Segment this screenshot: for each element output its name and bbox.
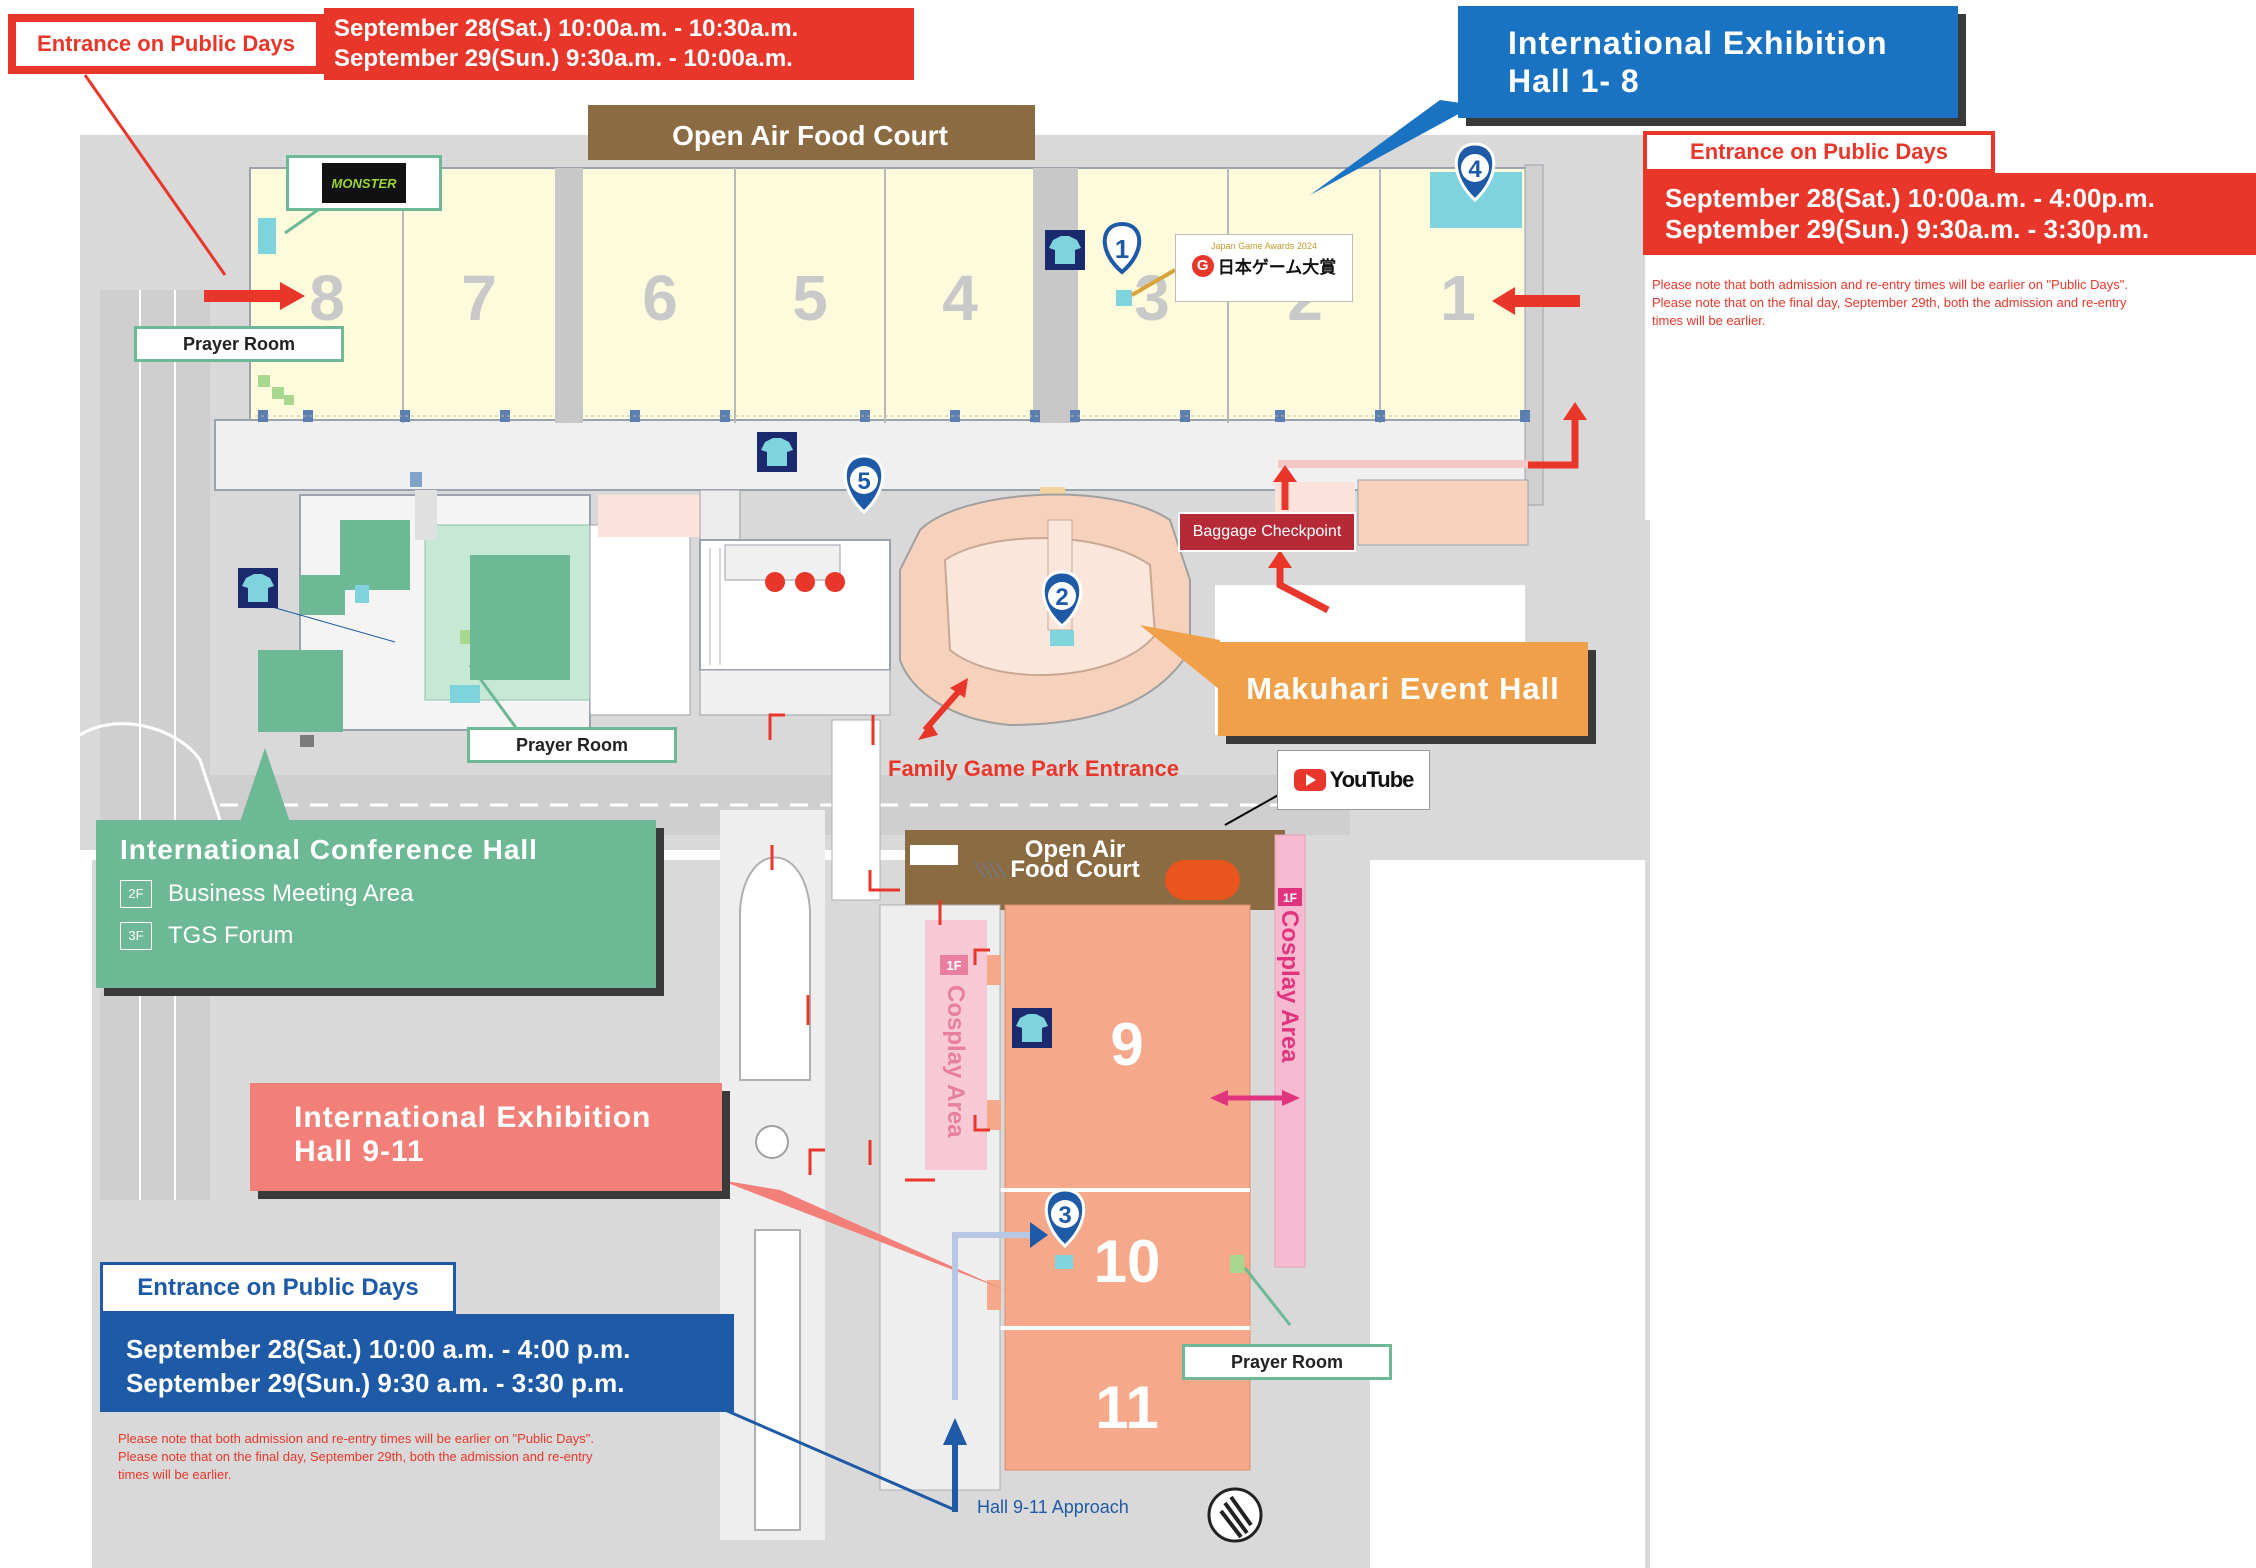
- hall-8-number: 8: [309, 262, 345, 334]
- hall-3-number: 3: [1134, 262, 1170, 334]
- prayer-room-label-conference: Prayer Room: [467, 727, 677, 763]
- right-entrance-note: Please note that both admission and re-e…: [1652, 276, 2256, 330]
- hall-1-number: 1: [1440, 262, 1476, 334]
- monster-logo-text: MONSTER: [331, 175, 397, 191]
- pin-3-number: 3: [1058, 1202, 1071, 1229]
- hall-7-number: 7: [461, 262, 497, 334]
- pin-3[interactable]: 3: [1044, 1188, 1086, 1249]
- conference-title: International Conference Hall: [120, 834, 538, 865]
- hall-numbers: 8 7 6 5 4 3 2 1: [309, 262, 1476, 334]
- pin-1[interactable]: 1: [1102, 192, 1144, 275]
- right-entrance-line-2: September 29(Sun.) 9:30a.m. - 3:30p.m.: [1665, 214, 2150, 244]
- food-court-top-label: Open Air Food Court: [672, 120, 948, 151]
- prayer-room-label-hall-10: Prayer Room: [1182, 1344, 1392, 1380]
- conference-pointer: [240, 748, 290, 822]
- youtube-label: YouTube: [1277, 750, 1430, 810]
- jga-small-text: Japan Game Awards 2024: [1211, 241, 1317, 251]
- shirt-icon: [1012, 1008, 1052, 1048]
- compass-icon: [1207, 1487, 1263, 1543]
- right-entrance-note-1: Please note that both admission and re-e…: [1652, 277, 2129, 292]
- right-entrance-note-3: times will be earlier.: [1652, 313, 1766, 328]
- right-entrance-times: September 28(Sat.) 10:00a.m. - 4:00p.m. …: [1643, 173, 2256, 255]
- hall-9-11-label: International Exhibition Hall 9-11: [250, 1083, 722, 1191]
- bottom-left-entrance-line-1: September 28(Sat.) 10:00 a.m. - 4:00 p.m…: [126, 1334, 631, 1364]
- pin-2-number: 2: [1055, 584, 1068, 611]
- bottom-left-entrance-title: Entrance on Public Days: [100, 1262, 456, 1314]
- approach-pointer: [724, 1408, 956, 1512]
- hall-9-11-label-line-1: International Exhibition: [294, 1101, 652, 1134]
- hall-9-11-building: [720, 719, 1306, 1540]
- hall-6-number: 6: [642, 262, 678, 334]
- cosplay-label-right: Cosplay Area: [1276, 910, 1303, 1063]
- top-left-entrance-times: September 28(Sat.) 10:00a.m. - 10:30a.m.…: [324, 8, 914, 80]
- food-court-bottom-label-1: Open Air: [1025, 836, 1125, 863]
- pin-2[interactable]: 2: [1041, 570, 1083, 628]
- floor-badge-2f: 2F: [120, 880, 152, 908]
- hall-1-8-label-line-2: Hall 1- 8: [1508, 63, 1640, 99]
- event-hall-pointer: [1140, 625, 1220, 690]
- floor-badge-3f: 3F: [120, 922, 152, 950]
- center-structures: [598, 479, 1529, 716]
- hall-4-number: 4: [942, 262, 978, 334]
- shirt-icon: [757, 432, 797, 472]
- shirt-icon: [238, 568, 278, 608]
- right-entrance-line-1: September 28(Sat.) 10:00a.m. - 4:00p.m.: [1665, 183, 2155, 213]
- monster-energy-logo: MONSTER: [286, 155, 442, 211]
- hall-9-11-label-line-2: Hall 9-11: [294, 1135, 425, 1168]
- event-hall-label: Makuhari Event Hall: [1218, 642, 1588, 736]
- hall-1-8-label: International Exhibition Hall 1- 8: [1458, 6, 1958, 118]
- pin-4-number: 4: [1468, 156, 1482, 183]
- shirt-icons: [238, 230, 1085, 1048]
- jga-g-icon: G: [1191, 254, 1214, 277]
- pin-4[interactable]: 4: [1454, 142, 1496, 203]
- food-court-bottom-label-2: Food Court: [1010, 856, 1139, 883]
- right-entrance-title: Entrance on Public Days: [1643, 131, 1995, 173]
- arrows: [83, 74, 1587, 1182]
- pin-5-number: 5: [857, 468, 870, 495]
- hall-10-number: 10: [1094, 1228, 1161, 1295]
- baggage-checkpoint-label: Baggage Checkpoint: [1178, 512, 1356, 552]
- jga-title-text: 日本ゲーム大賞: [1217, 258, 1337, 278]
- hall-9-number: 9: [1110, 1011, 1143, 1078]
- event-hall-building: [899, 493, 1191, 727]
- japan-game-awards-logo: Japan Game Awards 2024 G 日本ゲーム大賞: [1175, 234, 1353, 302]
- bottom-left-entrance-note: Please note that both admission and re-e…: [118, 1431, 595, 1482]
- cosplay-label-left: Cosplay Area: [942, 985, 969, 1138]
- top-left-entrance-line-1: September 28(Sat.) 10:00a.m. - 10:30a.m.: [334, 15, 799, 42]
- hall-1-8-label-line-1: International Exhibition: [1508, 25, 1888, 61]
- top-left-entrance-title-text: Entrance on Public Days: [37, 31, 295, 56]
- right-entrance-title-text: Entrance on Public Days: [1690, 139, 1948, 164]
- hall-1-8-pointer: [1310, 100, 1475, 195]
- pin-5[interactable]: 5: [843, 454, 885, 515]
- hall-9-11-pointer: [720, 1180, 1005, 1290]
- cosplay-floor-left: 1F: [946, 958, 961, 973]
- youtube-play-icon: [1293, 769, 1326, 791]
- conference-hall-label: International Conference Hall 2F Busines…: [96, 820, 656, 988]
- family-park-label: Family Game Park Entrance: [888, 756, 1179, 781]
- hall-1-8-building: [214, 164, 1544, 506]
- bottom-left-entrance-times: September 28(Sat.) 10:00 a.m. - 4:00 p.m…: [100, 1314, 734, 1412]
- right-entrance-note-2: Please note that on the final day, Septe…: [1652, 295, 2127, 310]
- bottom-left-entrance-line-2: September 29(Sun.) 9:30 a.m. - 3:30 p.m.: [126, 1368, 625, 1398]
- conference-building: [258, 472, 691, 747]
- conference-item-2: TGS Forum: [168, 922, 294, 949]
- hall-11-number: 11: [1095, 1374, 1158, 1441]
- cosplay-floor-right: 1F: [1283, 891, 1297, 905]
- conference-item-1: Business Meeting Area: [168, 880, 414, 907]
- pin-1-number: 1: [1115, 234, 1129, 264]
- approach-label: Hall 9-11 Approach: [977, 1497, 1129, 1517]
- prayer-room-label-hall-8: Prayer Room: [134, 326, 344, 362]
- top-left-entrance-line-2: September 29(Sun.) 9:30a.m. - 10:00a.m.: [334, 45, 793, 72]
- top-left-entrance-title: Entrance on Public Days: [8, 14, 324, 74]
- shirt-icon: [1045, 230, 1085, 270]
- hall-5-number: 5: [792, 262, 828, 334]
